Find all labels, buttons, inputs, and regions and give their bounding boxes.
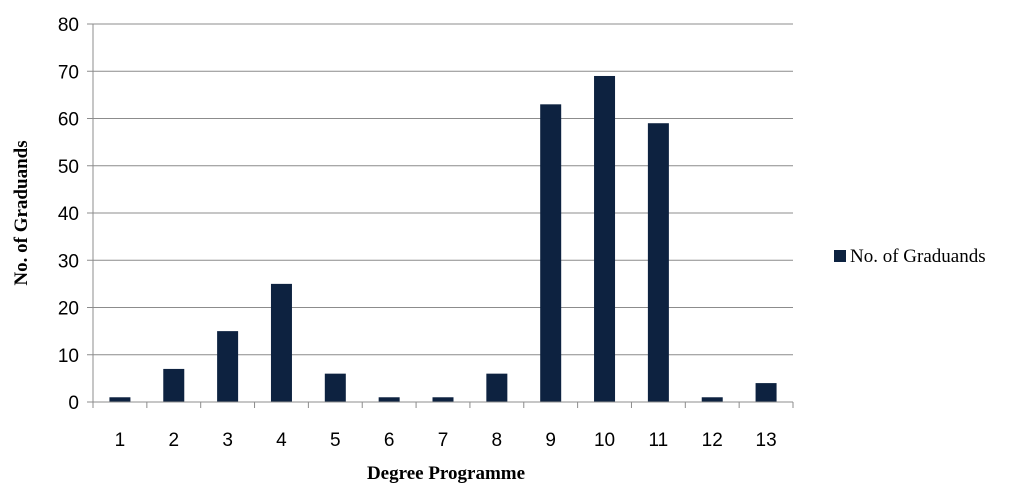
legend-swatch bbox=[834, 250, 846, 262]
bar bbox=[270, 283, 292, 402]
x-tick-label: 5 bbox=[330, 430, 341, 451]
x-tick-label: 10 bbox=[594, 430, 615, 451]
bar bbox=[217, 331, 239, 402]
bar bbox=[540, 104, 562, 402]
x-tick-label: 3 bbox=[222, 430, 233, 451]
bar bbox=[486, 373, 508, 402]
x-tick-label: 11 bbox=[649, 430, 669, 451]
bar bbox=[701, 397, 723, 402]
y-tick-labels: 0 10 20 30 40 50 60 70 80 bbox=[58, 15, 79, 414]
x-tick-label: 13 bbox=[756, 430, 777, 451]
bar bbox=[594, 75, 616, 402]
x-tick-label: 4 bbox=[276, 430, 287, 451]
x-tick-label: 1 bbox=[115, 430, 126, 451]
y-tick-label: 60 bbox=[58, 110, 79, 131]
y-tick-label: 20 bbox=[58, 299, 79, 320]
y-tick-label: 80 bbox=[58, 15, 79, 36]
axes bbox=[87, 23, 794, 408]
gridlines bbox=[93, 23, 793, 356]
bar bbox=[109, 397, 131, 402]
x-axis-title: Degree Programme bbox=[367, 463, 525, 484]
y-tick-label: 10 bbox=[58, 346, 79, 367]
y-tick-label: 50 bbox=[58, 157, 79, 178]
y-tick-label: 40 bbox=[58, 204, 79, 225]
y-tick-label: 0 bbox=[68, 393, 79, 414]
y-tick-label: 30 bbox=[58, 251, 79, 272]
y-axis-title: No. of Graduands bbox=[11, 140, 32, 285]
x-tick-label: 9 bbox=[545, 430, 556, 451]
x-tick-labels: 1 2 3 4 5 6 7 8 9 10 11 12 13 bbox=[115, 430, 777, 451]
x-tick-label: 6 bbox=[384, 430, 395, 451]
legend: No. of Graduands bbox=[834, 246, 986, 267]
bar bbox=[432, 397, 454, 402]
x-tick-label: 12 bbox=[702, 430, 723, 451]
bar bbox=[378, 397, 400, 402]
y-tick-label: 70 bbox=[58, 62, 79, 83]
x-tick-label: 2 bbox=[168, 430, 179, 451]
x-tick-label: 8 bbox=[492, 430, 503, 451]
bars bbox=[109, 75, 777, 402]
x-tick-label: 7 bbox=[438, 430, 449, 451]
bar bbox=[647, 123, 669, 402]
bar bbox=[324, 373, 346, 402]
bar bbox=[755, 383, 777, 402]
bar bbox=[163, 368, 185, 402]
legend-label: No. of Graduands bbox=[850, 246, 986, 267]
